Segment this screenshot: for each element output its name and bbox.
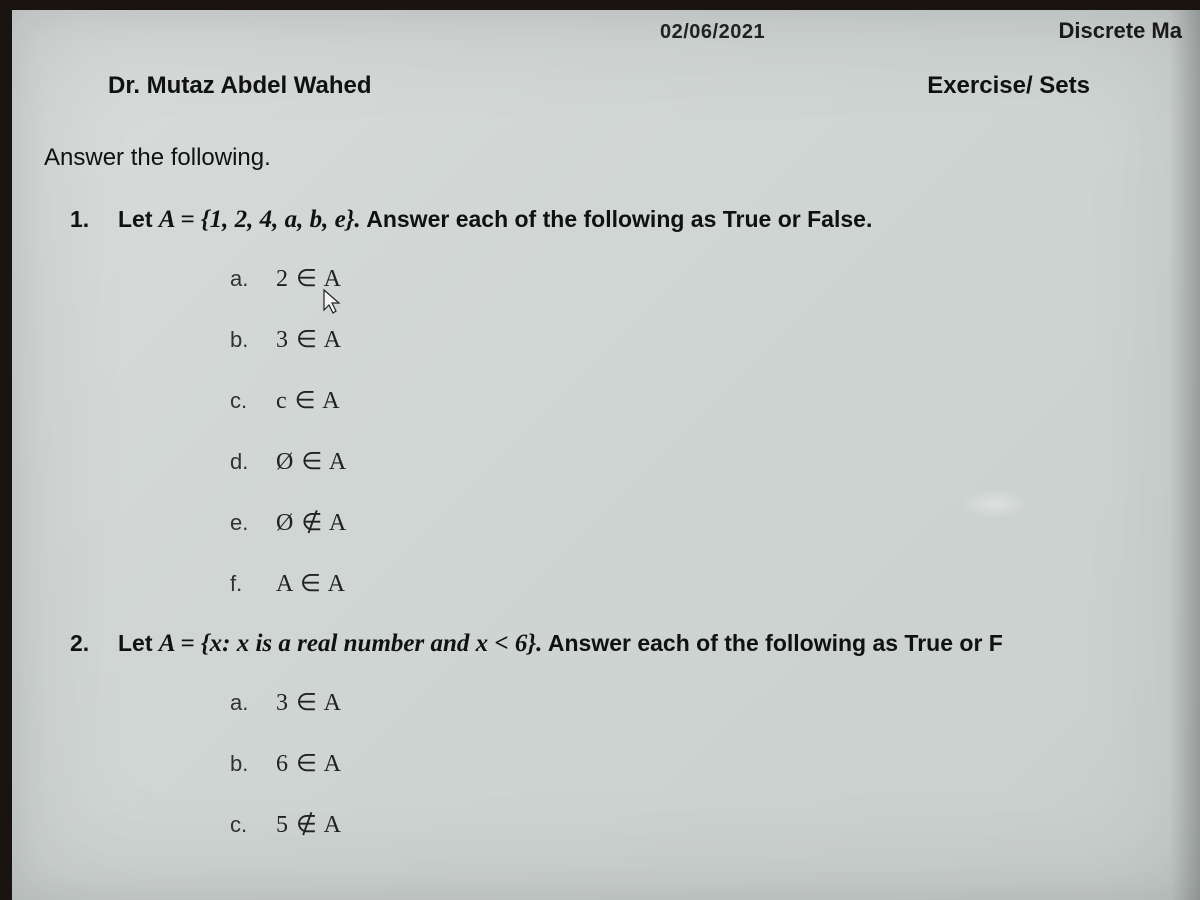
q1-item-d: d. Ø ∈ A [230, 447, 1200, 476]
course-title: Discrete Ma [1058, 18, 1182, 44]
q2-item-b: b. 6 ∈ A [230, 749, 1200, 778]
q2-c-expr: 5 ∉ A [276, 810, 342, 839]
q2-b-expr: 6 ∈ A [276, 749, 342, 778]
question-1-prompt: 1. Let A = {1, 2, 4, a, b, e}. Answer ea… [70, 206, 1200, 234]
q2-item-c: c. 5 ∉ A [230, 810, 1200, 839]
q1-item-e: e. Ø ∉ A [230, 508, 1200, 537]
question-2-prompt: 2. Let A = {x: x is a real number and x … [70, 630, 1200, 658]
q1-text: Let A = {1, 2, 4, a, b, e}. Answer each … [118, 206, 872, 234]
q2-c-label: c. [230, 812, 252, 838]
instructor-name: Dr. Mutaz Abdel Wahed [108, 72, 372, 100]
q2-set: A = {x: x is a real number and x < 6}. [159, 630, 542, 657]
date-text: 02/06/2021 [40, 21, 765, 44]
q2-post: Answer each of the following as True or … [542, 630, 1003, 656]
q2-pre: Let [118, 630, 159, 656]
q1-item-b: b. 3 ∈ A [230, 325, 1200, 354]
exercise-title: Exercise/ Sets [927, 72, 1090, 100]
question-1: 1. Let A = {1, 2, 4, a, b, e}. Answer ea… [40, 206, 1200, 598]
instruction-text: Answer the following. [40, 144, 1200, 172]
q1-f-label: f. [230, 571, 252, 597]
document-paper: 02/06/2021 Discrete Ma Dr. Mutaz Abdel W… [12, 10, 1200, 900]
header-top-row: 02/06/2021 Discrete Ma [40, 18, 1200, 44]
screen-photo-frame: 02/06/2021 Discrete Ma Dr. Mutaz Abdel W… [0, 0, 1200, 900]
q1-set: A = {1, 2, 4, a, b, e}. [159, 206, 361, 233]
q1-f-expr: A ∈ A [276, 569, 346, 598]
q1-post: Answer each of the following as True or … [361, 206, 873, 232]
q1-pre: Let [118, 206, 159, 232]
q1-e-expr: Ø ∉ A [276, 508, 347, 537]
q2-item-a: a. 3 ∈ A [230, 688, 1200, 717]
q2-b-label: b. [230, 751, 252, 777]
q1-items: a.2 ∈ A b.3 ∈ A c.c ∈ A d.Ø ∈ A e.Ø ∉ A … [70, 264, 1200, 598]
q1-c-expr: c ∈ A [276, 386, 341, 415]
q1-item-c: c. c ∈ A [230, 386, 1200, 415]
q1-number: 1. [70, 206, 98, 233]
q1-e-label: e. [230, 510, 252, 536]
q1-b-label: b. [230, 327, 252, 353]
q1-item-f: f. A ∈ A [230, 569, 1200, 598]
q1-a-expr: 2 ∈ A [276, 264, 342, 293]
q1-d-expr: Ø ∈ A [276, 447, 347, 476]
q1-item-a: a. 2 ∈ A [230, 264, 1200, 293]
q2-number: 2. [70, 630, 98, 657]
q1-d-label: d. [230, 449, 252, 475]
q2-items: a. 3 ∈ A b. 6 ∈ A c. 5 ∉ A [70, 688, 1200, 839]
q2-text: Let A = {x: x is a real number and x < 6… [118, 630, 1003, 658]
q2-a-expr: 3 ∈ A [276, 688, 342, 717]
q1-c-label: c. [230, 388, 252, 414]
q1-a-label: a. [230, 266, 252, 292]
question-2: 2. Let A = {x: x is a real number and x … [40, 630, 1200, 839]
header-row-2: Dr. Mutaz Abdel Wahed Exercise/ Sets [40, 72, 1200, 100]
q2-a-label: a. [230, 690, 252, 716]
q1-b-expr: 3 ∈ A [276, 325, 342, 354]
